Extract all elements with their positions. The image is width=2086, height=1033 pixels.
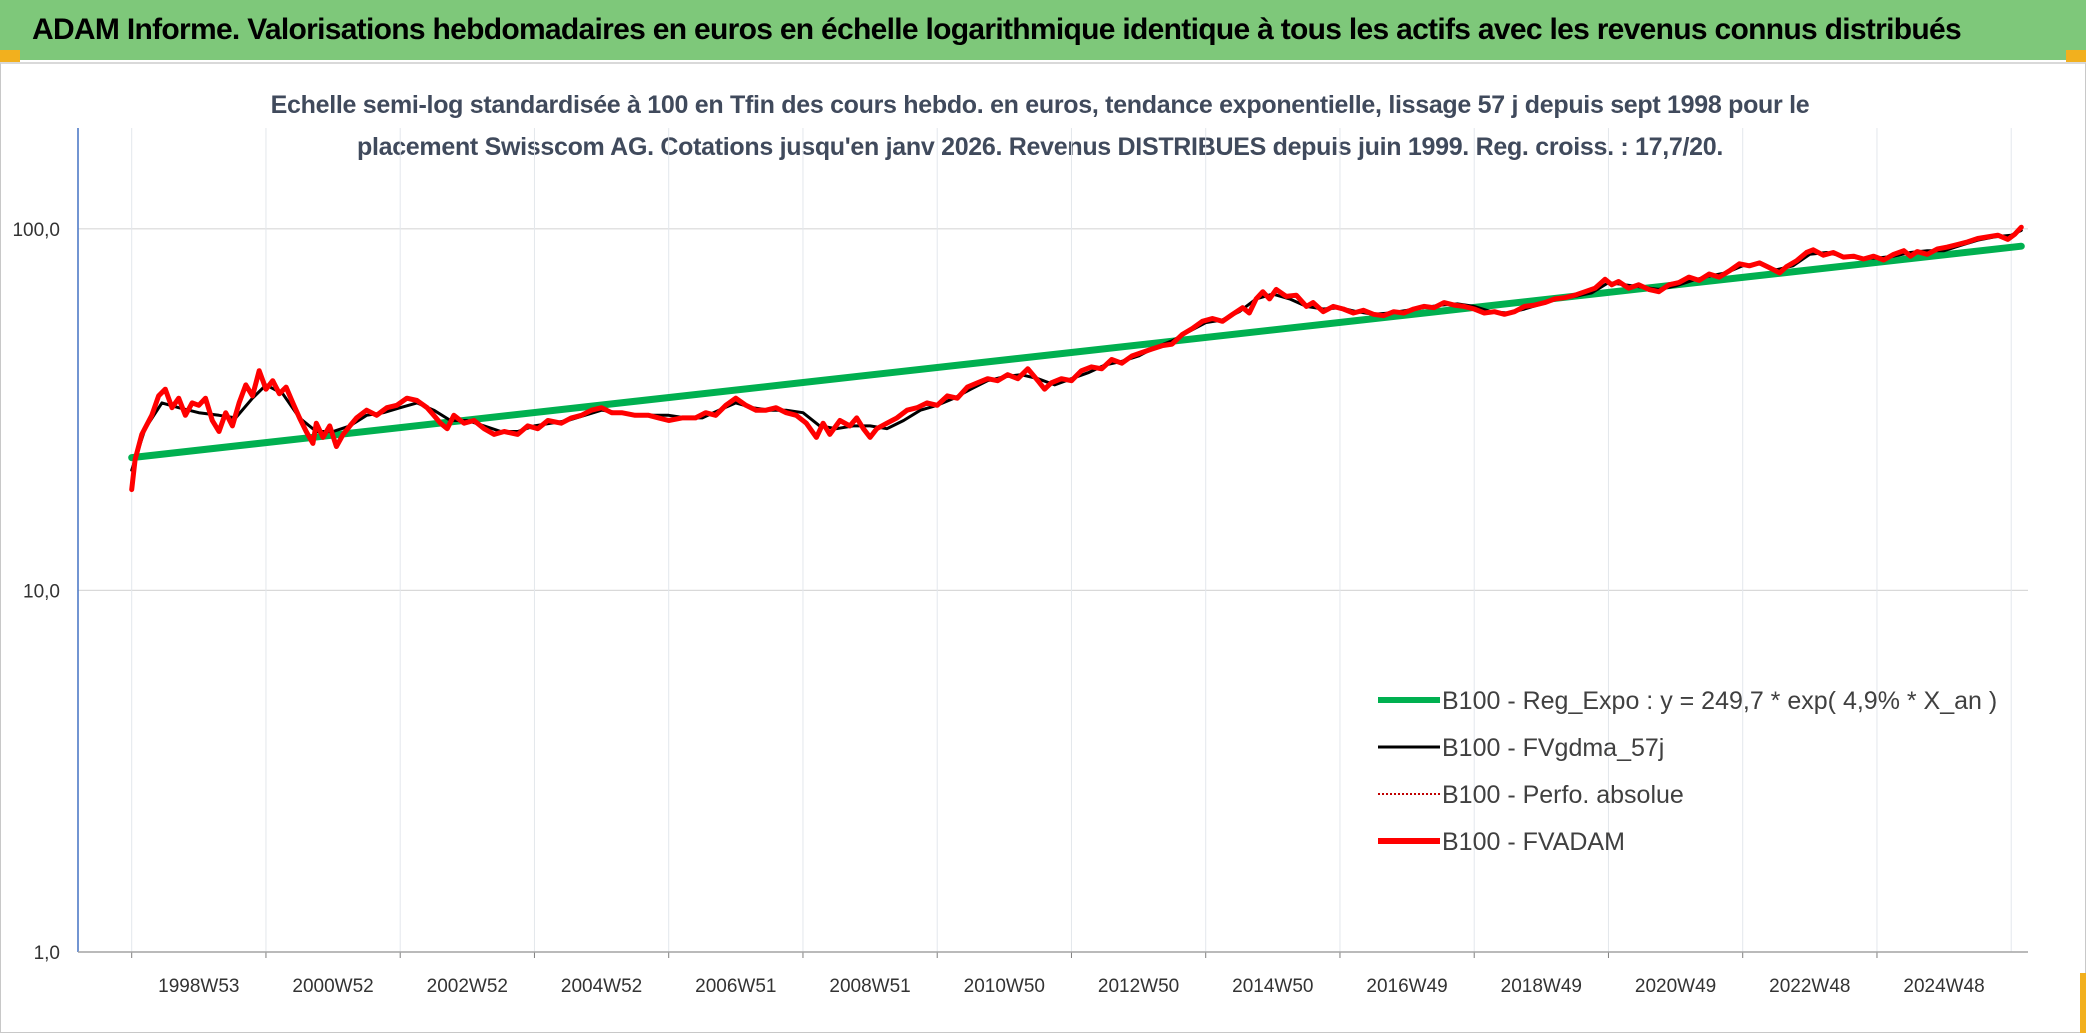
corner-marker-left <box>0 50 20 62</box>
legend-label: B100 - Reg_Expo : y = 249,7 * exp( 4,9% … <box>1442 687 1997 715</box>
y-tick-label: 1,0 <box>34 943 60 964</box>
x-tick-label: 2006W51 <box>695 976 776 997</box>
series-lines <box>128 224 2025 493</box>
x-tick-label: 1998W53 <box>158 976 239 997</box>
y-tick-label: 100,0 <box>12 220 60 241</box>
series-line-0 <box>128 242 2025 462</box>
x-tick-label: 2022W48 <box>1769 976 1850 997</box>
x-tick-label: 2002W52 <box>427 976 508 997</box>
corner-marker-bottom-right <box>2080 973 2086 1033</box>
legend-label: B100 - FVADAM <box>1442 828 1625 856</box>
x-tick-label: 2012W50 <box>1098 976 1179 997</box>
chart-title-line-2: placement Swisscom AG. Cotations jusqu'e… <box>356 133 1724 161</box>
series-line-3 <box>129 224 2024 493</box>
report-title: ADAM Informe. Valorisations hebdomadaire… <box>32 13 1962 46</box>
x-tick-label: 2020W49 <box>1635 976 1716 997</box>
corner-marker-right <box>2066 50 2086 62</box>
report-banner: ADAM Informe. Valorisations hebdomadaire… <box>0 0 2086 60</box>
chart-title: Echelle semi-log standardisée à 100 en T… <box>160 84 1920 168</box>
legend-label: B100 - FVgdma_57j <box>1442 734 1664 762</box>
tick-labels: 1,0 10,0 100,0 1998W53 2000W52 2002W52 2004W52… <box>12 220 1984 997</box>
x-tick-label: 2024W48 <box>1903 976 1984 997</box>
chart-title-line-1: Echelle semi-log standardisée à 100 en T… <box>270 91 1810 119</box>
x-tick-label: 2008W51 <box>829 976 910 997</box>
x-tick-label: 2000W52 <box>292 976 373 997</box>
legend-label: B100 - Perfo. absolue <box>1442 781 1684 809</box>
x-tick-label: 2004W52 <box>561 976 642 997</box>
x-tick-label: 2016W49 <box>1366 976 1447 997</box>
y-tick-label: 10,0 <box>23 581 60 602</box>
x-tick-label: 2014W50 <box>1232 976 1313 997</box>
axes <box>77 128 2028 958</box>
x-tick-label: 2010W50 <box>964 976 1045 997</box>
legend: B100 - Reg_Expo : y = 249,7 * exp( 4,9% … <box>1378 687 1997 856</box>
x-tick-label: 2018W49 <box>1501 976 1582 997</box>
grid-lines <box>78 128 2028 953</box>
